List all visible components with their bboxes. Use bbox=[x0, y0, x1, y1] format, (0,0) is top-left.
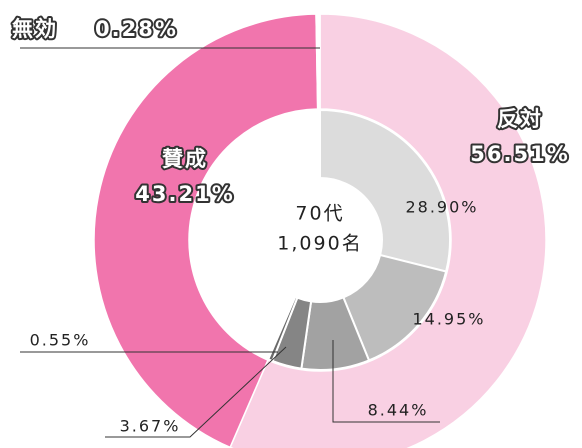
leader-line bbox=[105, 346, 287, 438]
rings bbox=[93, 13, 547, 448]
center-text: 70代 bbox=[295, 203, 344, 225]
center-hole bbox=[258, 178, 382, 302]
leader-line bbox=[332, 340, 440, 423]
outer-segment bbox=[93, 13, 319, 448]
value-label: 56.51% bbox=[470, 142, 569, 166]
value-label: 8.44% bbox=[368, 401, 429, 420]
value-label: 0.28% bbox=[95, 17, 178, 41]
value-label: 0.55% bbox=[30, 331, 91, 350]
value-label: 14.95% bbox=[412, 310, 485, 329]
category-label: 賛成 bbox=[162, 147, 208, 171]
value-label: 28.90% bbox=[405, 198, 478, 217]
value-label: 43.21% bbox=[135, 182, 234, 206]
category-label: 無効 bbox=[12, 17, 58, 41]
value-label: 3.67% bbox=[120, 417, 181, 436]
category-label: 反対 bbox=[497, 107, 543, 131]
center-text: 1,090名 bbox=[277, 233, 362, 255]
